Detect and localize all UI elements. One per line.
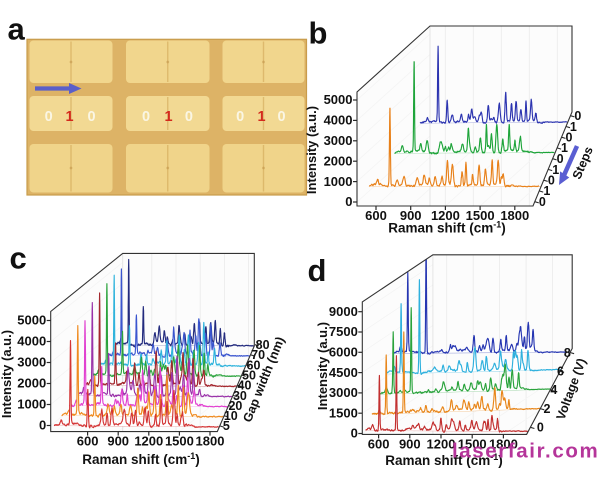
svg-text:4: 4 xyxy=(550,383,557,397)
svg-text:d: d xyxy=(308,253,327,288)
svg-text:0: 0 xyxy=(142,109,150,125)
svg-text:Intensity (a.u.): Intensity (a.u.) xyxy=(315,322,330,410)
svg-text:c: c xyxy=(10,241,27,276)
svg-text:8: 8 xyxy=(564,346,571,360)
svg-text:1: 1 xyxy=(257,109,265,125)
svg-text:Raman shift (cm-1): Raman shift (cm-1) xyxy=(388,220,506,236)
svg-text:9000: 9000 xyxy=(329,304,358,319)
svg-text:2000: 2000 xyxy=(324,153,353,168)
svg-text:1500: 1500 xyxy=(329,405,358,420)
svg-text:1800: 1800 xyxy=(196,434,225,449)
svg-text:6000: 6000 xyxy=(329,345,358,360)
svg-text:0: 0 xyxy=(574,109,581,123)
svg-text:600: 600 xyxy=(77,434,99,449)
svg-text:a: a xyxy=(8,12,26,47)
svg-text:1: 1 xyxy=(66,109,74,125)
svg-text:b: b xyxy=(309,15,328,50)
svg-text:4500: 4500 xyxy=(329,365,358,380)
svg-text:0: 0 xyxy=(351,426,358,441)
svg-text:7500: 7500 xyxy=(329,324,358,339)
svg-text:0: 0 xyxy=(39,418,46,433)
svg-text:0: 0 xyxy=(45,109,53,125)
svg-text:0: 0 xyxy=(87,109,95,125)
svg-text:0: 0 xyxy=(345,194,352,209)
svg-text:Intensity (a.u.): Intensity (a.u.) xyxy=(0,330,14,418)
svg-text:900: 900 xyxy=(399,436,421,451)
svg-text:4000: 4000 xyxy=(17,334,46,349)
svg-text:2: 2 xyxy=(544,402,551,416)
svg-text:2000: 2000 xyxy=(17,376,46,391)
svg-text:0: 0 xyxy=(236,109,244,125)
svg-text:1000: 1000 xyxy=(17,397,46,412)
svg-text:laserfair.com: laserfair.com xyxy=(452,440,599,463)
svg-text:5000: 5000 xyxy=(324,92,353,107)
svg-text:0: 0 xyxy=(277,109,285,125)
svg-text:1200: 1200 xyxy=(134,434,163,449)
svg-text:Raman shift (cm-1): Raman shift (cm-1) xyxy=(82,451,200,467)
svg-text:5000: 5000 xyxy=(17,313,46,328)
svg-text:6: 6 xyxy=(557,365,564,379)
svg-text:600: 600 xyxy=(368,436,390,451)
svg-text:3000: 3000 xyxy=(324,133,353,148)
svg-text:1500: 1500 xyxy=(165,434,194,449)
svg-text:1000: 1000 xyxy=(324,174,353,189)
svg-text:0: 0 xyxy=(537,421,544,435)
svg-text:Intensity (a.u.): Intensity (a.u.) xyxy=(304,106,319,194)
svg-text:3000: 3000 xyxy=(329,385,358,400)
svg-text:3000: 3000 xyxy=(17,355,46,370)
svg-text:0: 0 xyxy=(185,109,193,125)
svg-text:4000: 4000 xyxy=(324,113,353,128)
svg-text:600: 600 xyxy=(365,208,387,223)
svg-text:900: 900 xyxy=(107,434,129,449)
svg-text:1: 1 xyxy=(164,109,172,125)
